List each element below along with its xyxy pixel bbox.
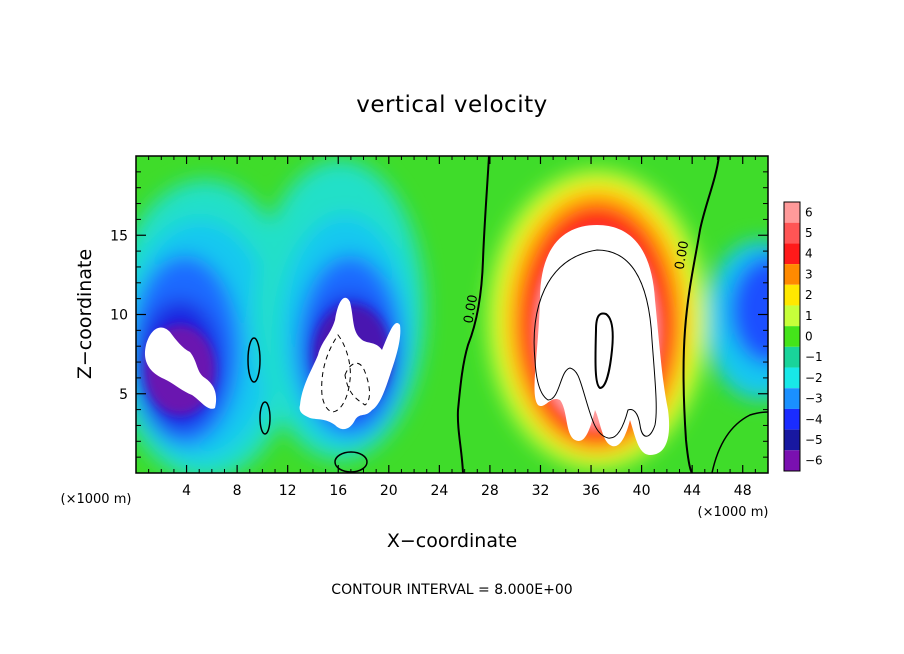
- colorbar-swatch-6: [784, 326, 800, 347]
- x-tick-label-7: 32: [532, 483, 550, 499]
- x-tick-label-3: 16: [329, 483, 347, 499]
- colorbar-label-5: 1: [805, 309, 813, 323]
- x-unit-label: (×1000 m): [698, 505, 769, 520]
- x-tick-label-9: 40: [633, 483, 651, 499]
- colorbar-swatch-8: [784, 367, 800, 389]
- x-tick-label-10: 44: [683, 483, 701, 499]
- colorbar: 6 5 4 3 2 1 0 −1 −2 −3 −4 −5 −6: [783, 201, 823, 472]
- x-tick-label-6: 28: [481, 483, 499, 499]
- inner-contour-updraft: [533, 249, 657, 439]
- x-tick-label-4: 20: [380, 483, 398, 499]
- colorbar-label-0: 6: [805, 205, 813, 219]
- chart-title: vertical velocity: [356, 92, 547, 118]
- colorbar-label-2: 4: [805, 247, 813, 261]
- colorbar-swatch-11: [784, 429, 800, 451]
- x-axis: 4 8 12 16 20 24 28 32 36 40 44 48: [148, 156, 756, 499]
- colorbar-label-9: −3: [805, 392, 823, 406]
- x-tick-label-1: 8: [233, 483, 242, 499]
- heatmap-field: [136, 156, 768, 473]
- bottom-contour-right: [711, 411, 768, 473]
- updraft-core: [534, 225, 670, 455]
- colorbar-swatch-9: [784, 388, 800, 409]
- colorbar-label-3: 3: [805, 267, 813, 281]
- colorbar-swatch-1: [784, 222, 800, 244]
- colorbar-label-7: −1: [805, 350, 823, 364]
- contour-label-1: 0.00: [672, 240, 692, 271]
- contour-label-0: 0.00: [461, 294, 481, 325]
- y-axis: 5 10 15: [110, 171, 768, 458]
- x-tick-label-8: 36: [582, 483, 600, 499]
- colorbar-swatch-7: [784, 346, 800, 368]
- colorbar-label-4: 2: [805, 288, 813, 302]
- small-contour-b: [259, 401, 271, 435]
- y-unit-label: (×1000 m): [61, 492, 132, 507]
- y-tick-label-2: 15: [110, 228, 128, 244]
- colorbar-swatch-3: [784, 264, 800, 285]
- colorbar-swatch-10: [784, 408, 800, 430]
- small-contour-a: [247, 337, 261, 383]
- y-tick-label-0: 5: [119, 387, 128, 403]
- zero-contour-right: [682, 156, 720, 473]
- colorbar-label-8: −2: [805, 371, 823, 385]
- colorbar-label-1: 5: [805, 226, 813, 240]
- x-tick-label-0: 4: [182, 483, 191, 499]
- colorbar-swatch-2: [784, 243, 800, 265]
- x-tick-label-5: 24: [430, 483, 448, 499]
- inner-core-contour: [594, 312, 614, 390]
- colorbar-swatch-0: [784, 202, 800, 223]
- x-tick-label-11: 48: [734, 483, 752, 499]
- colorbar-label-12: −6: [805, 454, 823, 468]
- downdraft-right-edge-core: [730, 255, 768, 365]
- zero-contour-left: [456, 156, 490, 473]
- colorbar-label-11: −5: [805, 433, 823, 447]
- x-tick-label-2: 12: [279, 483, 297, 499]
- contour-label-group: 0.00 0.00: [461, 240, 692, 325]
- colorbar-swatch-4: [784, 284, 800, 306]
- colorbar-label-10: −4: [805, 412, 823, 426]
- negative-contour-mid: [321, 334, 351, 413]
- x-axis-label: X−coordinate: [387, 530, 517, 552]
- y-tick-label-1: 10: [110, 308, 128, 324]
- contour-interval-note: CONTOUR INTERVAL = 8.000E+00: [331, 582, 572, 598]
- colorbar-swatch-5: [784, 305, 800, 327]
- downdraft-core-left-sat: [144, 327, 217, 409]
- contour-lines: [247, 156, 768, 473]
- colorbar-label-6: 0: [805, 330, 813, 344]
- colorbar-swatch-12: [784, 450, 800, 471]
- colorbar-frame: [783, 201, 801, 472]
- y-axis-label: Z−coordinate: [74, 249, 96, 379]
